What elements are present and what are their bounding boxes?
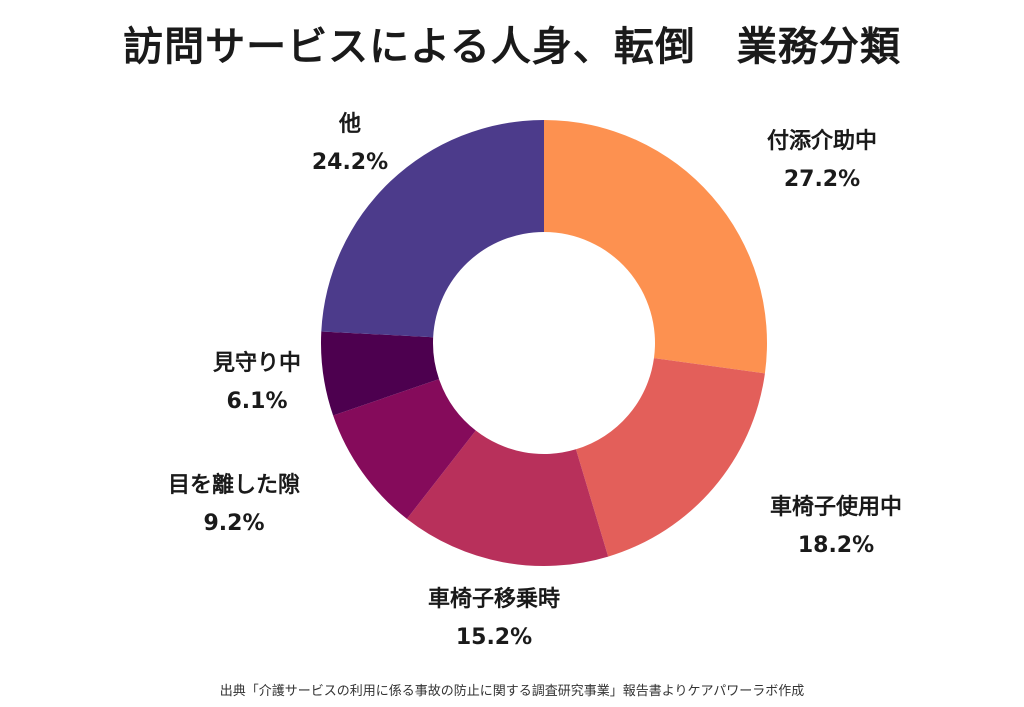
- slice-labels: 付添介助中 27.2% 車椅子使用中 18.2% 車椅子移乗時 15.2% 目を離した隙 9.…: [168, 112, 902, 650]
- slice-1: [544, 120, 767, 374]
- chart-title: 訪問サービスによる人身、転倒 業務分類: [123, 24, 901, 70]
- slice-2: [575, 358, 765, 557]
- slice-value-6: 24.2%: [312, 150, 388, 175]
- slice-3: [406, 430, 609, 566]
- slice-label-1: 付添介助中: [767, 128, 877, 154]
- slice-label-6: 他: [338, 112, 361, 137]
- slice-value-2: 18.2%: [798, 533, 874, 558]
- slice-label-3: 車椅子移乗時: [428, 586, 560, 612]
- donut-slices: [321, 120, 767, 566]
- slice-value-3: 15.2%: [456, 625, 532, 650]
- slice-6: [321, 120, 544, 338]
- slice-4: [333, 379, 476, 519]
- slice-5: [321, 331, 440, 416]
- slice-label-5: 見守り中: [213, 350, 301, 376]
- slice-value-5: 6.1%: [226, 389, 287, 414]
- source-note: 出典「介護サービスの利用に係る事故の防止に関する調査研究事業」報告書よりケアパワ…: [219, 684, 805, 699]
- slice-value-1: 27.2%: [784, 167, 860, 192]
- slice-label-2: 車椅子使用中: [770, 495, 902, 520]
- slice-label-4: 目を離した隙: [168, 472, 300, 498]
- slice-value-4: 9.2%: [203, 511, 264, 536]
